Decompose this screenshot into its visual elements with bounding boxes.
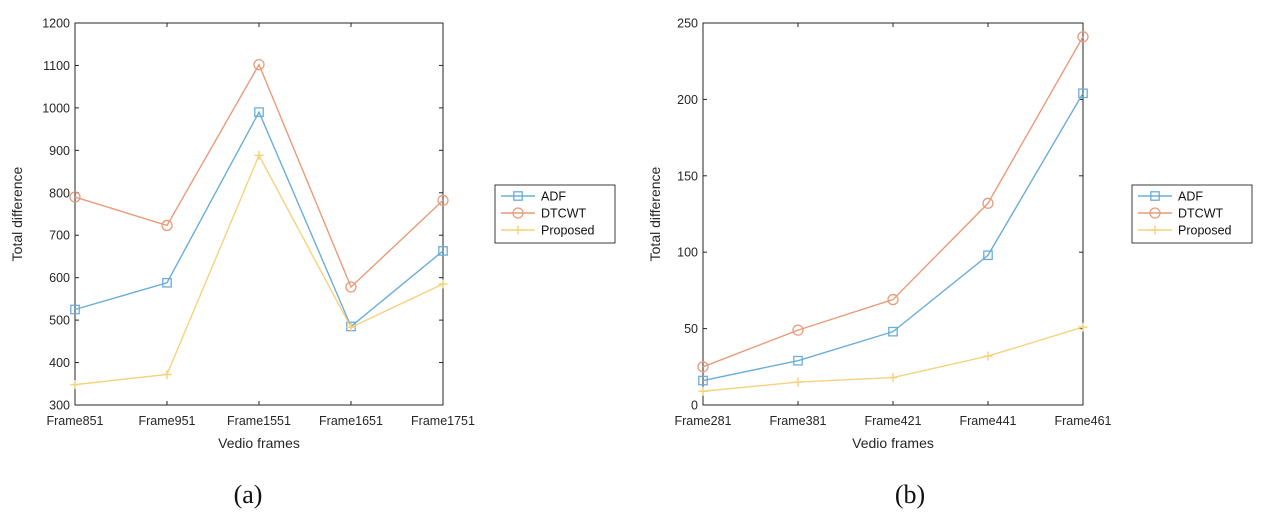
figure-caption: (b) (895, 480, 925, 509)
data-point-dtcwt (887, 293, 899, 306)
data-point-adf (1078, 88, 1088, 99)
legend: ADF DTCWT Proposed (1131, 184, 1253, 244)
chart-a: 300 400 500 600 700 800 900 1000 1100 1200 Frame85… (9, 17, 616, 509)
data-point-adf (438, 246, 448, 256)
data-point-dtcwt (697, 361, 709, 373)
y-tick-label: 50 (684, 322, 698, 336)
plot-area (74, 22, 444, 406)
x-tick-label: Frame851 (47, 414, 104, 428)
data-point-dtcwt (982, 197, 994, 209)
x-tick-label: Frame281 (675, 414, 732, 428)
legend-marker-dtcwt (1149, 207, 1161, 219)
data-point-proposed (793, 377, 803, 387)
figure-caption: (a) (234, 480, 263, 509)
legend-label-dtcwt: DTCWT (541, 207, 586, 221)
series-line-dtcwt (74, 63, 444, 289)
legend-label-adf: ADF (1178, 190, 1203, 204)
data-point-dtcwt (437, 194, 449, 207)
legend-marker-proposed (1150, 225, 1160, 235)
plot-area (702, 22, 1084, 406)
x-axis-label: Vedio frames (852, 435, 934, 451)
y-tick-label: 400 (49, 356, 70, 370)
legend: ADF DTCWT Proposed (494, 184, 616, 244)
data-point-proposed (346, 322, 356, 332)
legend-marker-adf (1150, 191, 1160, 201)
data-point-dtcwt (792, 324, 804, 336)
y-tick-label: 250 (677, 17, 698, 31)
data-point-dtcwt (253, 58, 265, 71)
y-axis-label: Total difference (647, 166, 663, 261)
data-point-adf (793, 355, 803, 366)
data-point-dtcwt (345, 281, 357, 293)
x-tick-label: Frame1751 (411, 414, 475, 428)
y-tick-label: 900 (49, 144, 70, 158)
y-tick-label: 1200 (42, 17, 70, 31)
data-point-adf (698, 375, 708, 386)
y-tick-label: 100 (677, 246, 698, 260)
x-axis-label: Vedio frames (218, 435, 300, 451)
data-point-proposed (1078, 322, 1088, 332)
data-point-proposed (888, 372, 898, 382)
data-point-proposed (254, 150, 264, 160)
data-point-dtcwt (161, 219, 173, 232)
x-tick-label: Frame1551 (227, 414, 291, 428)
x-tick-label: Frame1651 (319, 414, 383, 428)
legend-marker-proposed (513, 225, 523, 235)
series-line-dtcwt (702, 36, 1084, 368)
series-line-adf (702, 92, 1084, 382)
data-point-adf (983, 250, 993, 261)
data-point-adf (254, 107, 264, 117)
data-point-proposed (438, 279, 448, 289)
legend-label-dtcwt: DTCWT (1178, 207, 1223, 221)
x-tick-label: Frame441 (960, 414, 1017, 428)
y-axis-label: Total difference (9, 166, 25, 261)
data-point-dtcwt (1077, 31, 1089, 43)
legend-label-adf: ADF (541, 190, 566, 204)
y-tick-label: 0 (691, 399, 698, 413)
series-line-adf (74, 110, 444, 328)
data-point-proposed (70, 380, 80, 390)
data-point-adf (162, 277, 172, 288)
y-tick-label: 500 (49, 314, 70, 328)
y-tick-label: 200 (677, 93, 698, 107)
y-tick-label: 700 (49, 229, 70, 243)
data-point-dtcwt (69, 191, 81, 203)
x-tick-label: Frame461 (1055, 414, 1112, 428)
legend-marker-dtcwt (512, 207, 524, 219)
legend-box (1131, 184, 1253, 244)
y-tick-label: 1000 (42, 101, 70, 115)
y-tick-label: 800 (49, 186, 70, 200)
data-point-adf (888, 326, 898, 337)
legend-label-proposed: Proposed (541, 224, 595, 238)
y-tick-label: 150 (677, 169, 698, 183)
x-tick-label: Frame381 (770, 414, 827, 428)
legend-box (494, 184, 616, 244)
x-tick-label: Frame421 (865, 414, 922, 428)
y-tick-label: 600 (49, 271, 70, 285)
data-point-proposed (983, 351, 993, 361)
legend-label-proposed: Proposed (1178, 224, 1232, 238)
y-tick-label: 1100 (43, 59, 70, 73)
data-point-adf (70, 304, 80, 315)
data-point-proposed (698, 386, 708, 396)
y-tick-label: 300 (49, 399, 70, 413)
chart-b: 0 50 100 150 200 250 Frame281 Frame381 Frame421 F… (647, 17, 1253, 509)
x-tick-label: Frame951 (139, 414, 196, 428)
data-point-proposed (162, 369, 172, 379)
legend-marker-adf (513, 191, 523, 201)
